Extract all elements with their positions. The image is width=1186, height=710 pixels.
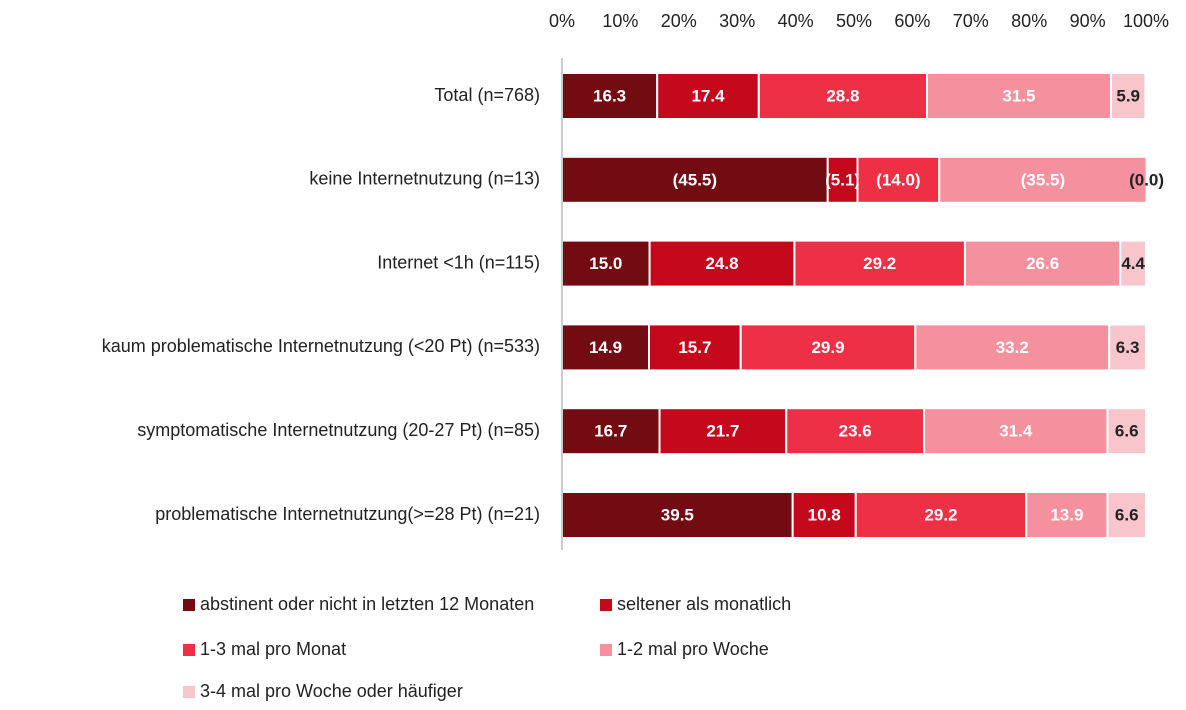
value-label: 21.7 bbox=[706, 422, 739, 441]
x-tick-label: 20% bbox=[661, 11, 697, 31]
value-label: 29.9 bbox=[811, 338, 844, 357]
value-label: 14.9 bbox=[589, 338, 622, 357]
value-label: 23.6 bbox=[839, 422, 872, 441]
value-label: 15.0 bbox=[589, 254, 622, 273]
bar-segment bbox=[656, 72, 760, 120]
bar-segment bbox=[854, 491, 1028, 539]
category-label: Internet <1h (n=115) bbox=[377, 252, 540, 272]
bar-segment bbox=[923, 407, 1109, 456]
x-tick-label: 0% bbox=[549, 11, 575, 31]
value-label: 39.5 bbox=[661, 505, 694, 524]
value-label: 17.4 bbox=[691, 86, 725, 105]
value-label: (0.0) bbox=[1129, 170, 1164, 189]
x-tick-label: 30% bbox=[719, 11, 755, 31]
bar-segment bbox=[1119, 239, 1147, 288]
bar-segment bbox=[561, 407, 661, 456]
category-label: symptomatische Internetnutzung (20-27 Pt… bbox=[137, 420, 540, 440]
value-label: 29.2 bbox=[863, 254, 896, 273]
value-label: 28.8 bbox=[826, 86, 859, 105]
value-label: 13.9 bbox=[1050, 505, 1083, 524]
bar-segment bbox=[561, 491, 794, 539]
bar-segment bbox=[739, 323, 917, 372]
bar-segment bbox=[757, 72, 928, 120]
bar-segment bbox=[658, 407, 788, 456]
value-label: 16.3 bbox=[593, 86, 626, 105]
category-label: problematische Internetnutzung(>=28 Pt) … bbox=[155, 504, 540, 524]
x-tick-label: 100% bbox=[1123, 11, 1169, 31]
legend-swatch bbox=[183, 644, 195, 656]
value-label: 24.8 bbox=[705, 254, 738, 273]
value-label: 6.6 bbox=[1115, 505, 1139, 524]
bar-segment bbox=[793, 239, 966, 288]
value-label: 15.7 bbox=[678, 338, 711, 357]
bar-segment bbox=[1025, 491, 1109, 539]
bar-segment bbox=[963, 239, 1122, 288]
bar-segment bbox=[1106, 491, 1148, 539]
value-label: 4.4 bbox=[1121, 254, 1145, 273]
x-tick-label: 80% bbox=[1011, 11, 1047, 31]
value-label: (5.1) bbox=[825, 170, 860, 189]
bar-segment bbox=[856, 155, 941, 204]
category-label: kaum problematische Internetnutzung (<20… bbox=[102, 336, 540, 356]
legend-swatch bbox=[600, 599, 612, 611]
value-label: 16.7 bbox=[594, 422, 627, 441]
legend-swatch bbox=[183, 686, 195, 698]
value-label: (14.0) bbox=[876, 170, 920, 189]
value-label: 33.2 bbox=[996, 338, 1029, 357]
x-tick-label: 50% bbox=[836, 11, 872, 31]
legend-label: 1-2 mal pro Woche bbox=[617, 639, 769, 659]
value-label: (35.5) bbox=[1021, 170, 1065, 189]
value-label: 6.3 bbox=[1116, 338, 1140, 357]
value-label: (45.5) bbox=[673, 170, 717, 189]
bar-segment bbox=[648, 323, 742, 372]
legend-label: seltener als monatlich bbox=[617, 594, 791, 614]
legend-label: abstinent oder nicht in letzten 12 Monat… bbox=[200, 594, 534, 614]
bar-segment bbox=[1109, 72, 1147, 120]
bar-segment bbox=[914, 323, 1111, 372]
x-tick-label: 40% bbox=[778, 11, 814, 31]
legend-label: 1-3 mal pro Monat bbox=[200, 639, 346, 659]
legend-swatch bbox=[183, 599, 195, 611]
value-label: 31.4 bbox=[999, 422, 1033, 441]
value-label: 29.2 bbox=[924, 505, 957, 524]
category-label: Total (n=768) bbox=[434, 85, 540, 105]
bar-segment bbox=[938, 155, 1148, 204]
x-tick-label: 90% bbox=[1070, 11, 1106, 31]
value-label: 10.8 bbox=[808, 505, 841, 524]
value-label: 26.6 bbox=[1026, 254, 1059, 273]
value-label: 6.6 bbox=[1115, 422, 1139, 441]
category-label: keine Internetnutzung (n=13) bbox=[309, 169, 540, 189]
x-tick-label: 10% bbox=[602, 11, 638, 31]
bar-segment bbox=[785, 407, 926, 456]
bar-segment bbox=[1108, 323, 1148, 372]
legend-label: 3-4 mal pro Woche oder häufiger bbox=[200, 681, 463, 701]
x-tick-label: 70% bbox=[953, 11, 989, 31]
value-label: 5.9 bbox=[1116, 86, 1140, 105]
value-label: 31.5 bbox=[1002, 86, 1035, 105]
bar-segment bbox=[1106, 407, 1148, 456]
legend-swatch bbox=[600, 644, 612, 656]
bar-segment bbox=[826, 155, 859, 204]
x-tick-label: 60% bbox=[894, 11, 930, 31]
